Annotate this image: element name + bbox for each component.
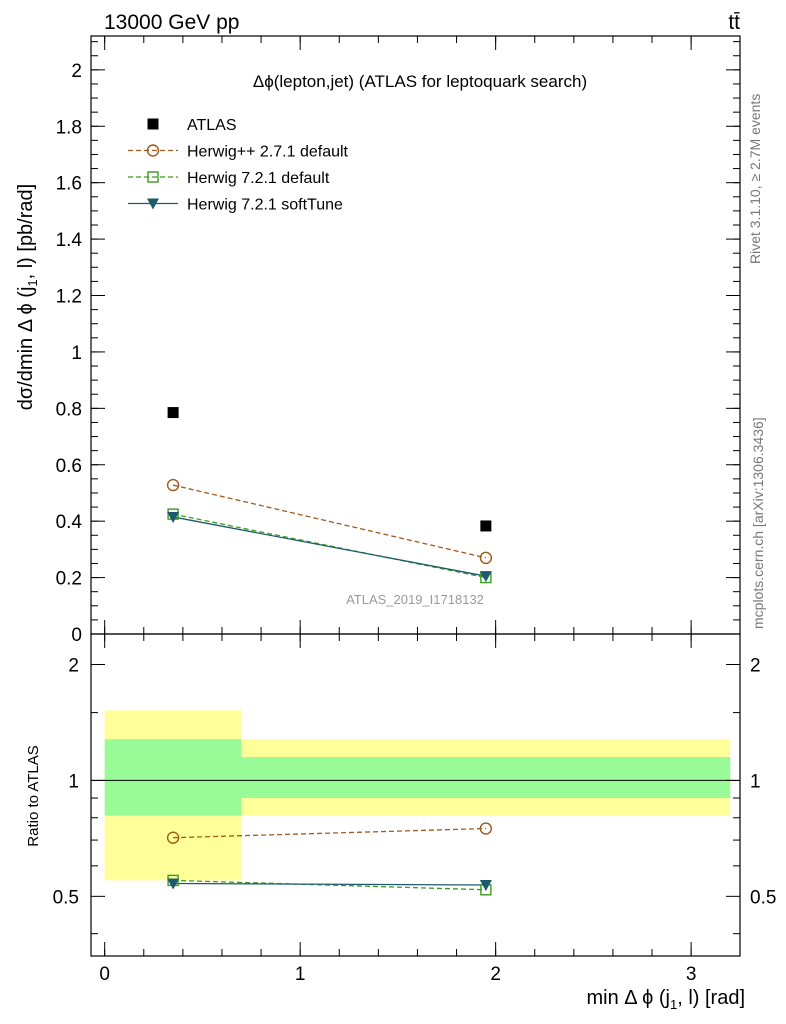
main-ytick-label-1: 0.2 (56, 569, 82, 590)
legend-label-0: ATLAS (187, 117, 237, 134)
main-point-0-1 (480, 520, 492, 532)
main-point-3-0 (167, 511, 180, 523)
ratio-ytick-label-right-2: 2 (750, 655, 761, 676)
main-point-3-1 (479, 571, 492, 583)
xtick-label-2: 2 (490, 964, 501, 985)
legend-marker-1 (146, 144, 160, 157)
ratio-point-2-0 (167, 878, 180, 890)
y-axis-label-sub: 1 (25, 279, 40, 286)
tick-labels: 0 0.2 0.4 0.6 0.8 1 1.2 1.4 1.6 1.8 2 0 1 2 3 0.5 0.5 1 1 2… (53, 61, 777, 985)
legend-label-2: Herwig 7.2.1 default (187, 170, 330, 187)
legend-label-3: Herwig 7.2.1 softTune (187, 197, 343, 214)
ratio-uncertainty-bands (104, 710, 731, 881)
ratio-plot-frame (90, 633, 741, 957)
legend-marker-0 (147, 118, 159, 130)
ratio-ytick-label-left-2: 2 (68, 655, 79, 676)
ratio-ytick-label-right-0: 0.5 (750, 887, 776, 908)
main-point-0-0 (167, 407, 179, 419)
main-ytick-label-3: 0.6 (56, 456, 82, 477)
rivet-label: Rivet 3.1.10, ≥ 2.7M events (747, 94, 763, 264)
series-markers (166, 407, 493, 896)
ratio-ytick-label-left-1: 1 (68, 771, 79, 792)
mcplots-label: mcplots.cern.ch [arXiv:1306.3436] (750, 417, 766, 629)
band-inner-0 (104, 739, 242, 816)
ratio-point-2-1 (479, 880, 492, 892)
main-ytick-label-5: 1 (71, 343, 82, 364)
process-label: tt̄ (728, 11, 740, 34)
ratio-point-0-1 (479, 822, 493, 835)
main-point-1-1 (479, 551, 493, 565)
main-ytick-label-8: 1.6 (56, 174, 82, 195)
xtick-label-1: 1 (295, 964, 306, 985)
ratio-point-0-0 (166, 831, 180, 844)
x-axis-label-sub: 1 (670, 997, 677, 1012)
main-ytick-label-9: 1.8 (56, 117, 82, 138)
plot-title: Δϕ(lepton,jet) (ATLAS for leptoquark sea… (253, 72, 587, 91)
analysis-label: ATLAS_2019_I1718132 (346, 592, 484, 607)
ratio-y-axis-label: Ratio to ATLAS (25, 745, 42, 846)
xtick-label-3: 3 (686, 964, 697, 985)
legend-marker-3 (147, 198, 159, 210)
main-ytick-label-2: 0.4 (56, 512, 83, 533)
main-line-3 (172, 516, 486, 577)
main-ytick-label-10: 2 (71, 61, 82, 82)
main-ytick-label-6: 1.2 (56, 287, 82, 308)
ratio-line-1 (173, 879, 486, 891)
energy-label: 13000 GeV pp (104, 11, 239, 34)
legend-marker-2 (147, 171, 159, 183)
main-ytick-label-0: 0 (71, 625, 82, 646)
legend-label-1: Herwig++ 2.7.1 default (187, 144, 349, 161)
ratio-line-2 (173, 882, 486, 886)
series-lines (172, 484, 487, 891)
ratio-ytick-label-right-1: 1 (750, 771, 761, 792)
ratio-ytick-label-left-0: 0.5 (53, 887, 79, 908)
y-axis-label: dσ/dmin Δ ϕ (j1, l) [pb/rad] (15, 184, 40, 410)
xtick-label-0: 0 (99, 964, 110, 985)
ratio-line-0 (173, 827, 486, 839)
main-ytick-label-4: 0.8 (56, 399, 82, 420)
y-axis-label-main: dσ/dmin Δ ϕ (j (15, 287, 37, 411)
main-ytick-label-7: 1.4 (56, 230, 83, 251)
x-axis-label-main: min Δ ϕ (j (587, 987, 670, 1009)
x-axis-label: min Δ ϕ (j1, l) [rad] (587, 987, 746, 1012)
main-line-1 (172, 484, 487, 559)
band-inner-1 (241, 757, 731, 799)
x-axis-label-tail: , l) [rad] (677, 987, 745, 1009)
main-line-2 (172, 513, 487, 579)
y-axis-label-tail: , l) [pb/rad] (15, 184, 37, 280)
legend: ATLAS Herwig++ 2.7.1 default Herwig 7.2.1 … (128, 117, 349, 214)
main-point-1-0 (166, 478, 180, 492)
axis-ticks (91, 36, 740, 956)
